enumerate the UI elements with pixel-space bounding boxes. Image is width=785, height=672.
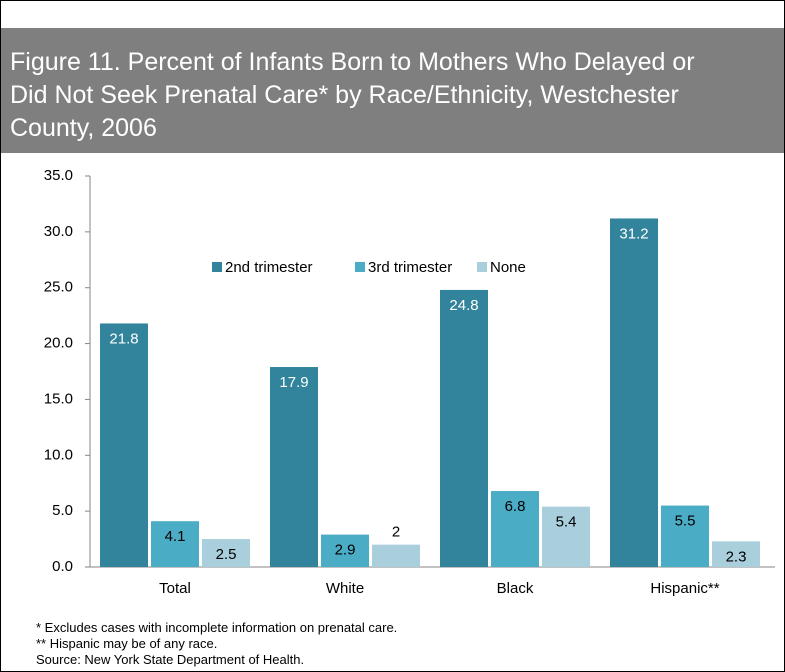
x-tick-label: Black [497, 580, 534, 597]
bar [661, 505, 709, 567]
legend-swatch [477, 262, 487, 272]
legend-swatch [355, 262, 365, 272]
data-label: 2 [392, 524, 400, 541]
data-label: 4.1 [165, 528, 186, 545]
y-tick-label: 35.0 [44, 167, 73, 184]
y-tick-label: 5.0 [52, 502, 73, 519]
data-label: 5.5 [675, 513, 696, 530]
title-box [1, 28, 784, 153]
data-label: 6.8 [505, 498, 526, 515]
legend-swatch [212, 262, 222, 272]
bar [372, 544, 420, 567]
footnote: * Excludes cases with incomplete informa… [36, 620, 397, 635]
bar [321, 534, 369, 567]
footnote: ** Hispanic may be of any race. [36, 636, 217, 651]
bar [610, 218, 658, 568]
bar [712, 541, 760, 567]
bar [440, 289, 488, 567]
data-label: 31.2 [619, 225, 648, 242]
data-label: 2.9 [335, 542, 356, 559]
bar [100, 323, 148, 567]
y-tick-label: 0.0 [52, 558, 73, 575]
bar [491, 491, 539, 567]
bar [151, 521, 199, 567]
y-tick-label: 30.0 [44, 223, 73, 240]
data-label: 17.9 [279, 374, 308, 391]
chart-title: Did Not Seek Prenatal Care* by Race/Ethn… [10, 81, 679, 109]
x-tick-label: Hispanic** [650, 580, 719, 597]
data-label: 24.8 [449, 297, 478, 314]
bar [542, 506, 590, 567]
y-tick-label: 20.0 [44, 335, 73, 352]
y-tick-label: 25.0 [44, 279, 73, 296]
y-tick-label: 10.0 [44, 446, 73, 463]
data-label: 2.3 [726, 548, 747, 565]
data-label: 21.8 [109, 330, 138, 347]
chart-title: County, 2006 [10, 114, 157, 142]
legend-label: 3rd trimester [368, 259, 452, 276]
data-label: 2.5 [216, 546, 237, 563]
bar [202, 539, 250, 567]
data-label: 5.4 [556, 514, 577, 531]
x-tick-label: White [326, 580, 364, 597]
x-tick-label: Total [159, 580, 191, 597]
legend-label: 2nd trimester [225, 259, 313, 276]
legend-label: None [490, 259, 526, 276]
bar [270, 367, 318, 567]
y-tick-label: 15.0 [44, 390, 73, 407]
chart-title: Figure 11. Percent of Infants Born to Mo… [10, 48, 695, 76]
footnote: Source: New York State Department of Hea… [36, 652, 304, 667]
